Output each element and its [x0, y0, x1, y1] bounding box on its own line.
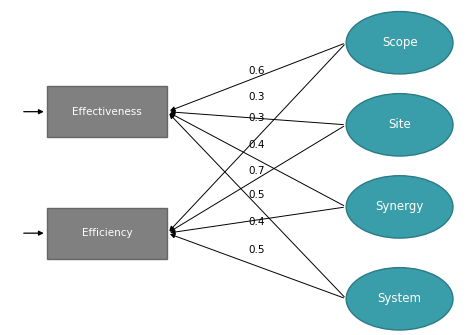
- Text: 0.5: 0.5: [248, 190, 265, 200]
- Ellipse shape: [346, 268, 453, 330]
- Text: Scope: Scope: [382, 36, 418, 49]
- FancyBboxPatch shape: [46, 208, 167, 259]
- Text: Synergy: Synergy: [375, 200, 424, 213]
- Ellipse shape: [346, 94, 453, 156]
- Text: 0.6: 0.6: [248, 66, 265, 76]
- Text: 0.4: 0.4: [248, 217, 265, 227]
- Text: Efficiency: Efficiency: [82, 228, 132, 238]
- Text: 0.5: 0.5: [248, 245, 265, 255]
- FancyBboxPatch shape: [46, 86, 167, 137]
- Text: System: System: [378, 292, 421, 305]
- Ellipse shape: [346, 12, 453, 74]
- Text: 0.3: 0.3: [248, 92, 265, 102]
- Text: Site: Site: [388, 118, 411, 131]
- Ellipse shape: [346, 176, 453, 238]
- Text: 0.4: 0.4: [248, 139, 265, 149]
- Text: 0.3: 0.3: [248, 113, 265, 123]
- Text: Effectiveness: Effectiveness: [72, 107, 142, 117]
- Text: 0.7: 0.7: [248, 166, 265, 176]
